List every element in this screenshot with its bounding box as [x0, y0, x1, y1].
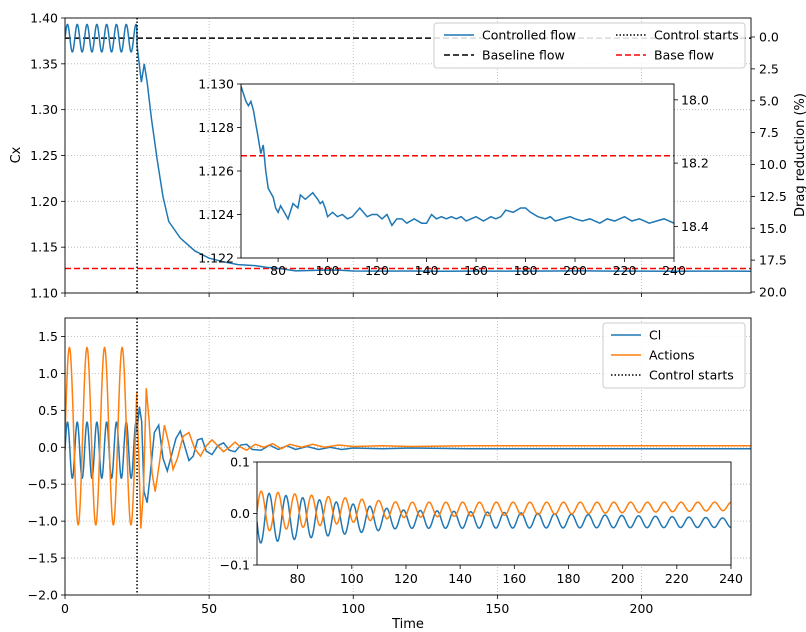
bottom-xtick-label: 200: [630, 601, 654, 616]
bottom-ytick-label: −1.5: [28, 551, 58, 566]
bottom-legend: Cl Actions Control starts: [602, 322, 746, 389]
bottom-inset-xtick-label: 220: [665, 571, 689, 586]
bottom-xtick-label: 50: [201, 601, 217, 616]
top-inset-ytick-label: 1.130: [198, 77, 234, 92]
inset-actions-line: [257, 490, 731, 532]
top-legend-box: [433, 22, 746, 69]
bottom-ytick-label: 0.0: [38, 440, 58, 455]
bottom-inset-xtick-label: 80: [290, 571, 306, 586]
top-legend: Controlled flow Control starts Baseline fl…: [433, 22, 746, 69]
controlled-flow-line: [65, 23, 751, 273]
bottom-inset-xtick-label: 240: [719, 571, 743, 586]
top-legend-label: Baseline flow: [482, 48, 565, 63]
top-inset-xtick-label: 80: [270, 263, 286, 278]
top-y2tick-label: 15.0: [759, 221, 787, 236]
top-ytick-label: 1.10: [30, 286, 58, 301]
bottom-xtick-label: 100: [341, 601, 365, 616]
bottom-legend-box: [602, 322, 746, 389]
top-inset-background: [241, 84, 674, 258]
top-ytick-label: 1.40: [30, 11, 58, 26]
top-ylabel: Cx: [9, 146, 24, 163]
top-legend-label: Control starts: [654, 28, 739, 43]
top-inset-xtick-label: 160: [464, 263, 488, 278]
bottom-inset-xtick-label: 160: [502, 571, 526, 586]
inset-controlled-flow-line: [241, 85, 674, 227]
top-inset-xtick-label: 140: [415, 263, 439, 278]
top-legend-label: Controlled flow: [482, 28, 576, 43]
bottom-legend-label: Control starts: [649, 368, 734, 383]
bottom-inset-xtick-label: 120: [394, 571, 418, 586]
top-inset-xtick-label: 240: [662, 263, 686, 278]
top-inset-plot-area: [241, 85, 674, 227]
top-inset-y2tick-label: 18.2: [681, 156, 709, 171]
top-ytick-label: 1.25: [30, 148, 58, 163]
top-inset-ytick-label: 1.122: [198, 251, 234, 266]
drag-coefficient-panel: 1.10 1.15 1.20 1.25 1.30 1.35 1.40 0.0 2.5 5.0 7.5…: [9, 11, 806, 301]
bottom-xtick-label: 150: [485, 601, 509, 616]
top-inset-xtick-label: 120: [365, 263, 389, 278]
top-inset-ytick-label: 1.124: [198, 207, 234, 222]
top-y2tick-label: 20.0: [759, 285, 787, 300]
bottom-inset-ytick-label: −0.1: [220, 558, 250, 573]
top-inset: 80 100 120 140 160 180 200 220 240 1.122 1.124 1.12…: [198, 77, 709, 279]
bottom-xtick-label: 0: [61, 601, 69, 616]
bottom-inset-ytick-label: 0.0: [230, 506, 250, 521]
top-inset-xtick-label: 100: [316, 263, 340, 278]
bottom-ytick-label: 0.5: [38, 403, 58, 418]
top-y2label: Drag reduction (%): [793, 93, 806, 217]
bottom-ytick-label: −0.5: [28, 477, 58, 492]
inset-cl-line: [257, 492, 731, 544]
top-y2tick-label: 0.0: [759, 30, 779, 45]
top-ytick-label: 1.30: [30, 102, 58, 117]
lift-and-actions-panel: 0 50 100 150 200 −2.0 −1.5 −1.0 −0.5 0.0 0.5 1.0 1.5…: [28, 317, 752, 632]
bottom-ytick-label: 1.0: [38, 366, 58, 381]
top-inset-ytick-label: 1.128: [198, 120, 234, 135]
top-inset-y2tick-label: 18.4: [681, 219, 709, 234]
top-ytick-label: 1.20: [30, 194, 58, 209]
bottom-legend-label: Actions: [649, 348, 695, 363]
bottom-ytick-label: 1.5: [38, 329, 58, 344]
top-ytick-label: 1.15: [30, 240, 58, 255]
bottom-ytick-label: −1.0: [28, 514, 58, 529]
top-y2tick-label: 5.0: [759, 93, 779, 108]
bottom-axes-frame: [64, 317, 752, 596]
top-inset-y2tick-label: 18.0: [681, 92, 709, 107]
top-y2tick-label: 7.5: [759, 125, 779, 140]
bottom-ytick-label: −2.0: [28, 588, 58, 603]
bottom-legend-label: Cl: [649, 328, 661, 343]
bottom-xlabel: Time: [391, 617, 424, 632]
top-y2tick-label: 2.5: [759, 61, 779, 76]
top-y2tick-label: 17.5: [759, 253, 787, 268]
actions-line: [65, 346, 751, 529]
top-y2tick-label: 12.5: [759, 189, 787, 204]
bottom-inset-background: [257, 462, 731, 565]
bottom-inset-ytick-label: 0.1: [230, 455, 250, 470]
bottom-plot-area: [65, 318, 751, 595]
bottom-inset-plot-area: [257, 490, 731, 544]
top-inset-ytick-label: 1.126: [198, 164, 234, 179]
bottom-inset-xtick-label: 180: [557, 571, 581, 586]
bottom-inset-xtick-label: 200: [611, 571, 635, 586]
top-inset-xtick-label: 200: [563, 263, 587, 278]
top-inset-xtick-label: 220: [613, 263, 637, 278]
bottom-inset: 80 100 120 140 160 180 200 220 240 −0.1 0.0 0.1: [220, 455, 743, 587]
bottom-inset-xtick-label: 100: [340, 571, 364, 586]
top-y2tick-label: 10.0: [759, 157, 787, 172]
top-ytick-label: 1.35: [30, 56, 58, 71]
top-inset-xtick-label: 180: [514, 263, 538, 278]
bottom-inset-xtick-label: 140: [448, 571, 472, 586]
top-legend-label: Base flow: [654, 48, 714, 63]
